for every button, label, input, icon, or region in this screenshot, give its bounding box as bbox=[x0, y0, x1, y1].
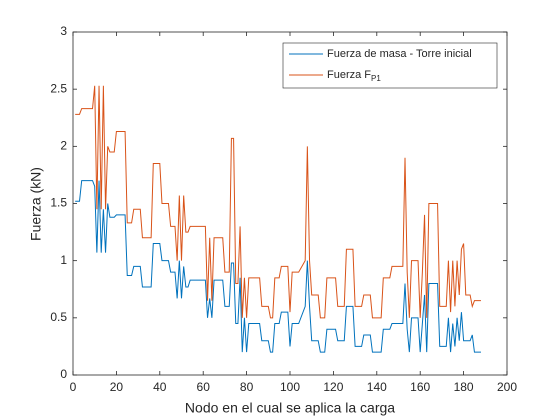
x-tick-label: 80 bbox=[240, 380, 254, 394]
x-tick-label: 160 bbox=[410, 380, 430, 394]
y-tick-label: 3 bbox=[60, 24, 67, 38]
legend-subscript: P1 bbox=[371, 74, 381, 83]
x-tick-label: 60 bbox=[197, 380, 211, 394]
series-line bbox=[75, 85, 481, 319]
y-tick-label: 0.5 bbox=[50, 310, 67, 324]
legend-text: Fuerza F bbox=[327, 69, 371, 81]
x-tick-label: 200 bbox=[497, 380, 517, 394]
y-tick-label: 1 bbox=[60, 253, 67, 267]
x-tick-label: 100 bbox=[280, 380, 300, 394]
x-tick-label: 20 bbox=[110, 380, 124, 394]
x-tick-label: 40 bbox=[153, 380, 167, 394]
legend bbox=[282, 42, 498, 89]
legend-label: Fuerza FP1 bbox=[327, 69, 381, 83]
x-tick-label: 120 bbox=[323, 380, 343, 394]
x-axis-label: Nodo en el cual se aplica la carga bbox=[185, 400, 395, 416]
x-tick-label: 0 bbox=[70, 380, 77, 394]
y-axis-label: Fuerza (kN) bbox=[28, 167, 44, 241]
y-tick-label: 1.5 bbox=[50, 196, 67, 210]
legend-label: Fuerza de masa - Torre inicial bbox=[327, 48, 472, 60]
x-tick-label: 140 bbox=[367, 380, 387, 394]
y-tick-label: 2.5 bbox=[50, 81, 67, 95]
series-line bbox=[75, 180, 481, 353]
y-tick-label: 2 bbox=[60, 139, 67, 153]
legend-text: Fuerza de masa - Torre inicial bbox=[327, 48, 472, 60]
x-tick-label: 180 bbox=[454, 380, 474, 394]
y-tick-label: 0 bbox=[60, 367, 67, 381]
